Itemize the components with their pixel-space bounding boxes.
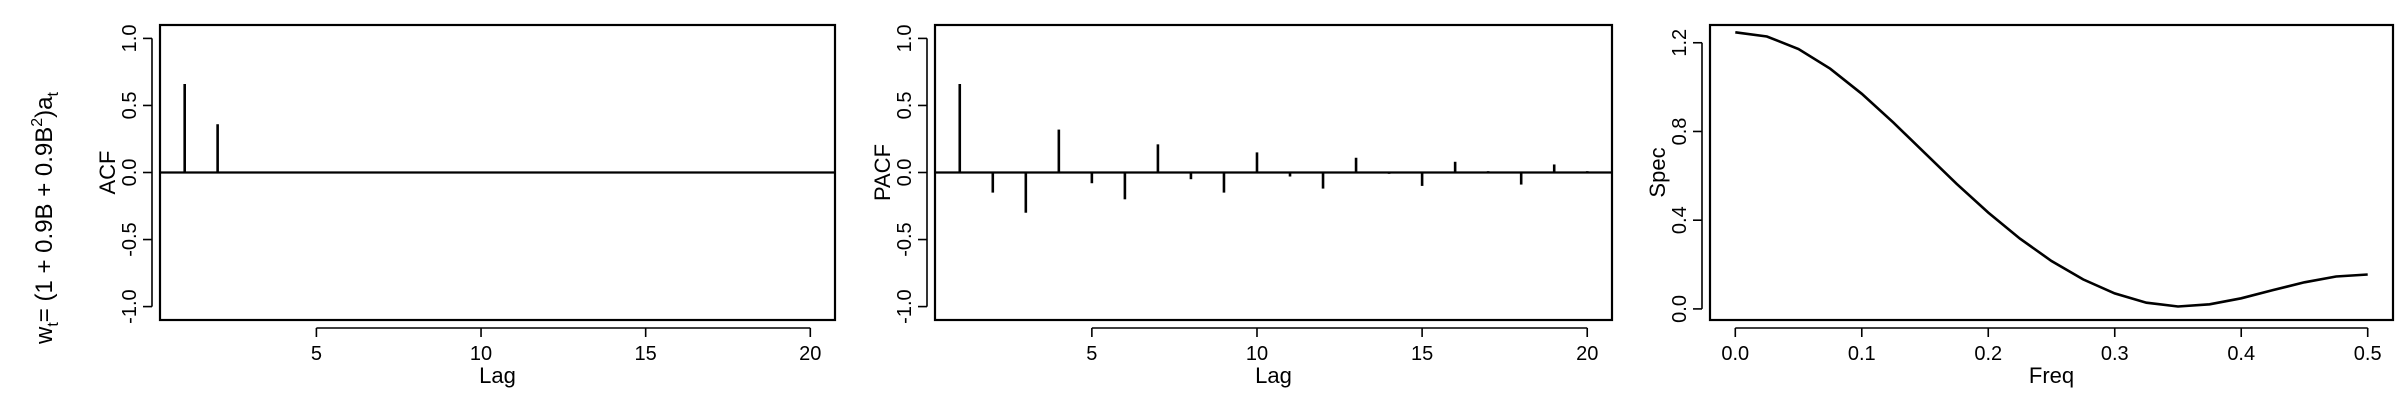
pacf-y-tick-label: 1.0	[894, 25, 916, 53]
acf-y-tick-label: 0.5	[119, 92, 141, 120]
pacf-x-tick-label: 10	[1246, 343, 1268, 365]
spec-y-tick-label: 0.0	[1669, 295, 1691, 323]
spec-x-tick-label: 0.0	[1721, 343, 1749, 365]
pacf-y-tick-label: -0.5	[894, 222, 916, 256]
pacf-x-axis-label: Lag	[1255, 363, 1292, 388]
spec-y-tick-label: 1.2	[1669, 29, 1691, 57]
acf-x-tick-label: 10	[470, 343, 492, 365]
row-label: wt= (1 + 0.9B + 0.9B2)at	[29, 91, 62, 345]
spec-x-axis-label: Freq	[2029, 363, 2074, 388]
acf-x-tick-label: 5	[311, 343, 322, 365]
acf-x-tick-label: 15	[635, 343, 657, 365]
spectrum-panel: 0.0 0.1 0.2 0.3 0.4 0.5 Freq 0.0 0.4 0.8 1.2 Spec	[1645, 23, 2395, 388]
pacf-x-tick-label: 15	[1411, 343, 1433, 365]
acf-y-tick-label: -1.0	[119, 289, 141, 323]
spec-x-tick-label: 0.4	[2227, 343, 2255, 365]
acf-panel: 5 10 15 20 Lag -1.0 -0.5 0.0 0.5 1.0 ACF	[95, 23, 837, 388]
pacf-panel: 5 10 15 20 Lag -1.0 -0.5 0.0 0.5 1.0 PACF	[870, 23, 1614, 388]
acf-x-axis-label: Lag	[479, 363, 516, 388]
spec-spectrum-curve	[1735, 31, 2368, 308]
acf-y-tick-label: 1.0	[119, 25, 141, 53]
pacf-y-axis-label: PACF	[870, 144, 895, 201]
spec-y-axis-label: Spec	[1645, 147, 1670, 197]
acf-y-axis-label: ACF	[95, 151, 120, 195]
pacf-x-tick-label: 5	[1086, 343, 1097, 365]
pacf-x-tick-label: 20	[1576, 343, 1598, 365]
spec-x-tick-label: 0.5	[2354, 343, 2382, 365]
acf-y-tick-label: 0.0	[119, 159, 141, 187]
spec-x-tick-label: 0.1	[1848, 343, 1876, 365]
spec-y-tick-label: 0.4	[1669, 206, 1691, 234]
spec-x-tick-label: 0.2	[1974, 343, 2002, 365]
pacf-y-tick-label: 0.0	[894, 159, 916, 187]
pacf-y-tick-label: 0.5	[894, 92, 916, 120]
spec-x-tick-label: 0.3	[2101, 343, 2129, 365]
acf-y-tick-label: -0.5	[119, 222, 141, 256]
acf-x-tick-label: 20	[799, 343, 821, 365]
spec-plot-frame	[1708, 23, 2395, 322]
spec-y-tick-label: 0.8	[1669, 118, 1691, 146]
pacf-y-tick-label: -1.0	[894, 289, 916, 323]
